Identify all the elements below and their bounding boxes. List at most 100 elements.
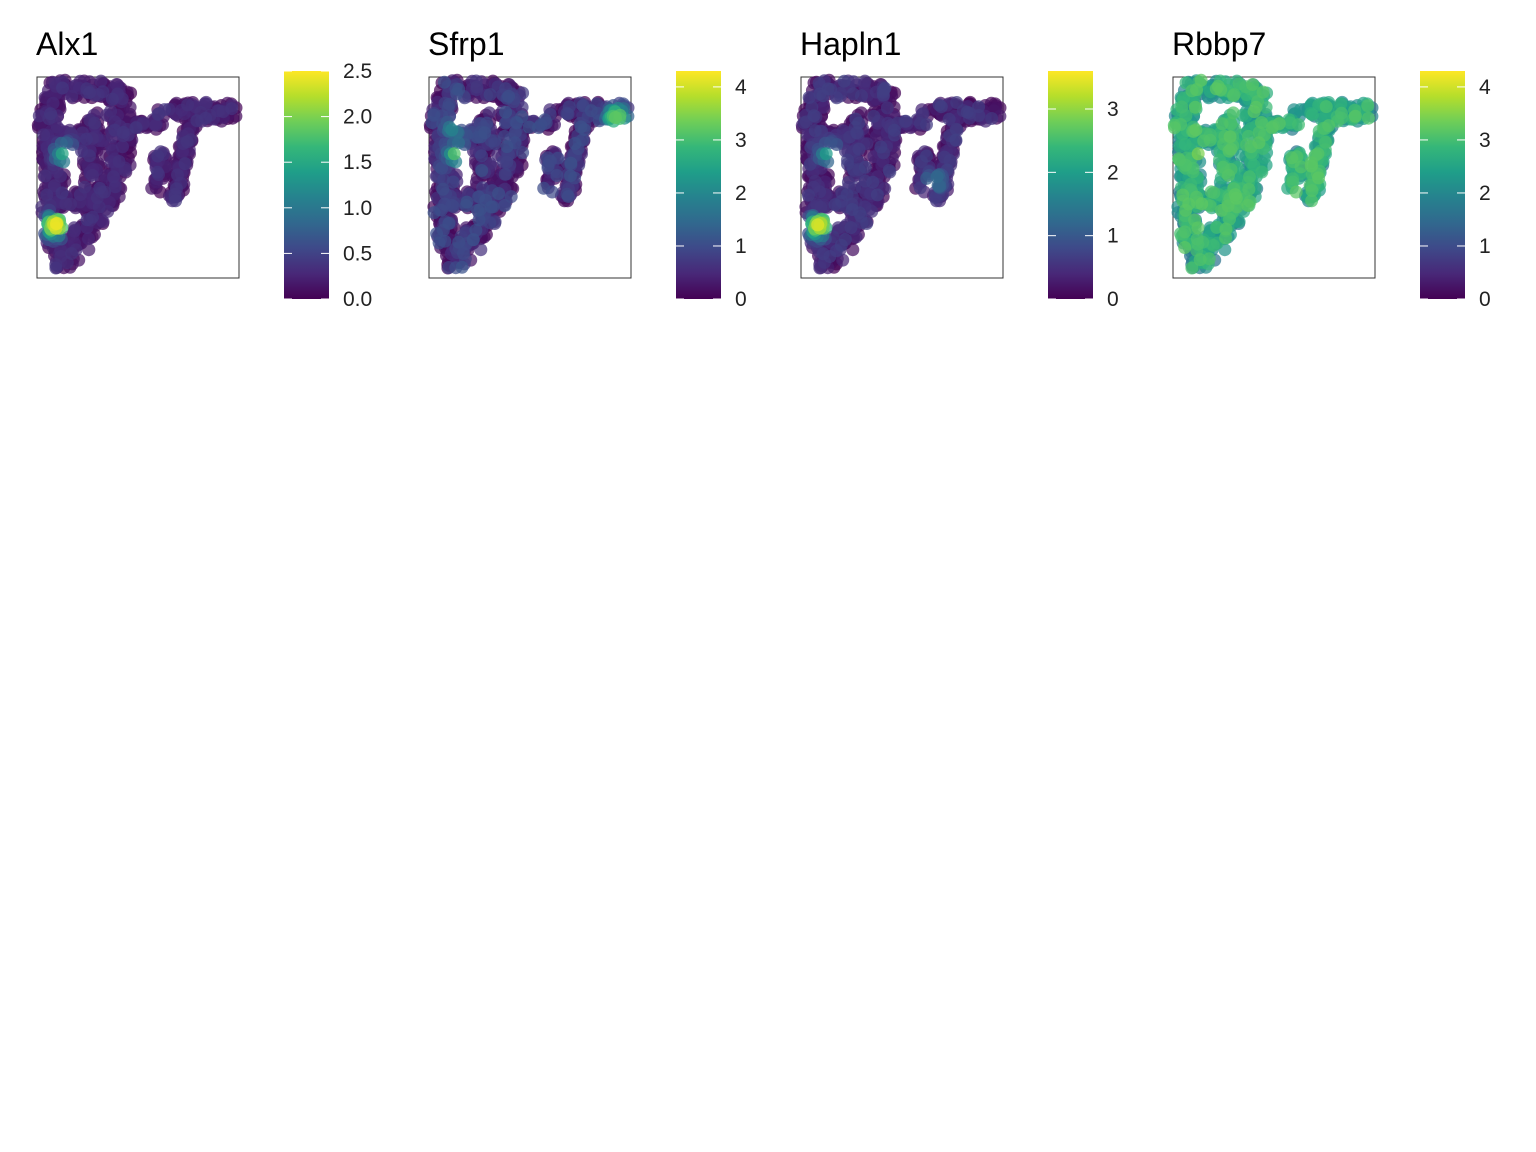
cell-point xyxy=(483,88,497,102)
cell-point xyxy=(93,181,107,195)
panel-title: Rbbp7 xyxy=(1172,26,1267,62)
cell-point xyxy=(819,147,833,161)
cell-point xyxy=(171,168,184,182)
cell-point xyxy=(500,155,514,169)
colorbar-tick-label: 0 xyxy=(1107,288,1119,311)
cell-point xyxy=(1168,121,1181,135)
cell-point xyxy=(427,206,441,220)
cell-point xyxy=(541,159,555,172)
cell-point xyxy=(1188,100,1202,114)
cell-point xyxy=(874,140,888,154)
cell-point xyxy=(818,136,832,150)
cell-point xyxy=(1191,147,1205,161)
cell-point xyxy=(56,81,69,95)
cell-point xyxy=(840,188,854,202)
cell-point xyxy=(920,149,933,163)
cell-point xyxy=(1203,133,1217,147)
cell-point xyxy=(55,186,69,200)
scatter-plot: 0 1 2 3 4 xyxy=(1167,71,1491,311)
cell-point xyxy=(880,101,894,115)
cell-point xyxy=(802,91,816,104)
cell-point xyxy=(54,136,68,150)
panel-title: Hapln1 xyxy=(800,26,902,62)
cell-point xyxy=(1305,108,1319,122)
cell-point xyxy=(55,147,69,161)
cell-point xyxy=(46,96,60,110)
cell-point xyxy=(110,78,123,91)
colorbar-tick-label: 2 xyxy=(735,182,747,205)
cell-point xyxy=(1319,135,1333,149)
cell-point xyxy=(82,243,96,257)
cell-point xyxy=(452,82,466,96)
cell-point xyxy=(858,74,872,88)
cell-point xyxy=(1215,117,1229,131)
cell-point xyxy=(1178,241,1192,254)
cell-point xyxy=(1294,160,1308,174)
cell-point xyxy=(170,182,183,196)
cell-point xyxy=(1195,197,1209,211)
cell-point xyxy=(442,216,456,230)
cell-point xyxy=(1246,78,1259,91)
cell-point xyxy=(437,75,451,89)
cell-point xyxy=(108,180,122,194)
cell-point xyxy=(836,253,850,267)
cell-point xyxy=(105,92,119,106)
cell-point xyxy=(1361,99,1375,113)
cell-point xyxy=(830,138,844,151)
cell-point xyxy=(1247,105,1261,119)
cell-point xyxy=(1227,89,1240,103)
cell-point xyxy=(484,200,498,214)
cell-point xyxy=(40,188,54,202)
cell-point xyxy=(574,120,588,134)
cell-point xyxy=(180,135,194,149)
cell-point xyxy=(83,86,96,100)
colorbar-tick-label: 1.5 xyxy=(343,151,372,174)
cell-point xyxy=(930,170,944,184)
cell-point xyxy=(985,112,999,125)
cell-point xyxy=(852,116,866,130)
cell-point xyxy=(1255,165,1269,179)
cell-point xyxy=(37,128,51,142)
cell-point xyxy=(1209,82,1223,96)
cell-point xyxy=(1305,184,1319,198)
cell-point xyxy=(67,221,81,235)
scatter-plot: 0.0 0.5 1.0 1.5 2.0 2.5 xyxy=(31,60,372,311)
cell-point xyxy=(814,200,828,214)
cell-point xyxy=(455,260,469,274)
cell-point xyxy=(49,261,63,275)
cell-point xyxy=(867,109,881,123)
cell-point xyxy=(522,120,536,134)
cell-point xyxy=(561,107,575,121)
cell-point xyxy=(960,105,974,119)
cell-point xyxy=(813,185,827,199)
cell-point xyxy=(841,157,854,171)
cell-point xyxy=(492,187,506,200)
cell-point xyxy=(498,129,511,143)
cell-point xyxy=(473,203,487,216)
cell-point xyxy=(1256,85,1270,99)
cell-point xyxy=(96,215,110,229)
cell-point xyxy=(1172,152,1186,166)
cell-point xyxy=(515,110,529,124)
cell-point xyxy=(452,136,465,150)
cell-point xyxy=(169,194,183,208)
cell-point xyxy=(96,85,110,99)
cell-point xyxy=(1221,199,1235,213)
cell-point xyxy=(537,181,551,195)
cell-point xyxy=(1185,261,1199,275)
colorbar-tick-label: 4 xyxy=(735,76,747,99)
cell-point xyxy=(564,169,577,183)
cell-point xyxy=(828,198,842,212)
colorbar xyxy=(1048,71,1093,299)
cell-point xyxy=(972,100,986,114)
cell-point xyxy=(499,116,512,130)
panel-rbbp7: 0 1 2 3 4 Rbbp7 xyxy=(1167,0,1536,330)
colorbar-tick-label: 1.0 xyxy=(343,197,372,220)
cell-point xyxy=(1178,137,1192,151)
points xyxy=(423,73,635,275)
cell-point xyxy=(1191,221,1205,235)
cell-point xyxy=(502,89,516,103)
cell-point xyxy=(151,149,165,163)
cell-point xyxy=(1322,119,1336,133)
cell-point xyxy=(1193,253,1207,267)
